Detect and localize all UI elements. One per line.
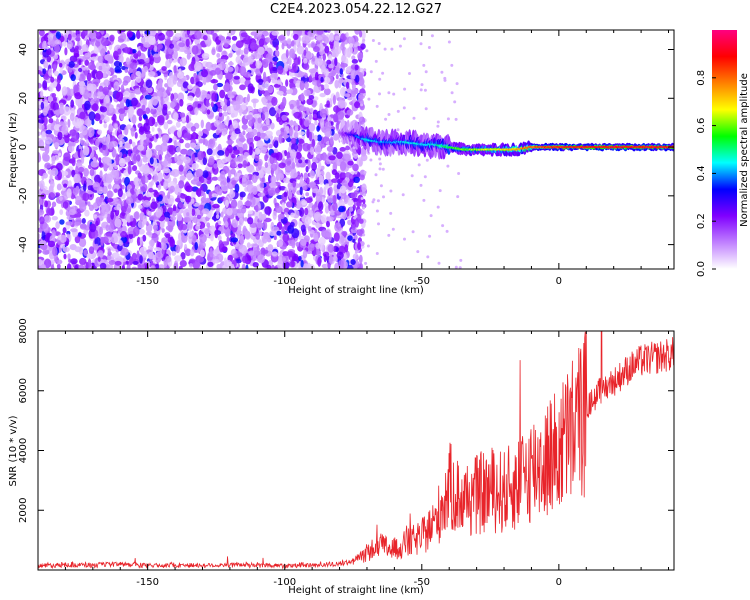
y-tick-label: 40: [18, 43, 29, 56]
spectrogram-x-label: Height of straight line (km): [288, 285, 424, 296]
spectrogram-heatmap: [34, 26, 675, 274]
colorbar: 0.0 0.2 0.4 0.6 0.8 Normalized spectral ampl…: [696, 30, 750, 277]
x-tick: 0: [556, 30, 562, 287]
y-tick-label: 20: [18, 92, 29, 105]
y-tick-label: 8000: [18, 318, 29, 343]
x-tick: -150: [136, 331, 159, 588]
colorbar-gradient: [712, 30, 737, 269]
colorbar-tick-label: 0.0: [696, 261, 707, 277]
y-tick-label: 2000: [18, 498, 29, 523]
colorbar-tick-label: 0.8: [696, 70, 707, 86]
x-tick-label: 0: [556, 577, 562, 588]
snr-line-series: [38, 217, 674, 568]
y-tick-label: 0: [18, 144, 29, 150]
y-tick-label: 4000: [18, 438, 29, 463]
x-tick-label: 0: [556, 276, 562, 287]
y-tick-label: -20: [18, 188, 29, 204]
x-tick-label: -150: [136, 577, 159, 588]
y-tick: 2000: [18, 498, 674, 523]
colorbar-tick-label: 0.4: [696, 165, 707, 181]
colorbar-label: Normalized spectral amplitude: [739, 73, 750, 227]
snr-line: [38, 217, 674, 568]
x-tick: -50: [414, 30, 430, 287]
x-tick-label: -150: [136, 276, 159, 287]
y-tick-label: -40: [18, 236, 29, 252]
x-tick: -100: [273, 331, 296, 588]
y-tick: 4000: [18, 438, 674, 463]
colorbar-tick-label: 0.6: [696, 118, 707, 134]
colorbar-tick-label: 0.2: [696, 213, 707, 229]
snr-x-label: Height of straight line (km): [288, 585, 424, 596]
snr-y-label: SNR (10 * v/v): [8, 415, 19, 486]
y-tick-label: 6000: [18, 378, 29, 403]
spectrogram-y-label: Frequency (Hz): [8, 112, 19, 188]
signal-track: [338, 119, 675, 160]
